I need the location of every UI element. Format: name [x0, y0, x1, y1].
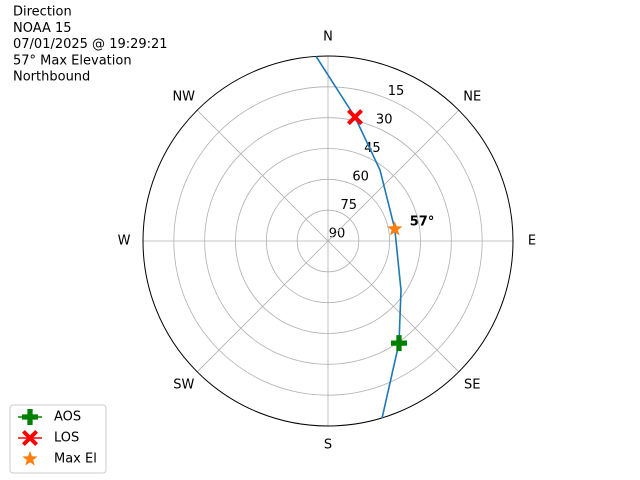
theta-tick-label: NW: [172, 89, 195, 104]
theta-tick-label: NE: [463, 89, 481, 104]
theta-tick-label: S: [324, 438, 332, 453]
legend-marker: [22, 430, 38, 446]
title-line: NOAA 15: [13, 21, 72, 36]
title-line: Northbound: [13, 70, 90, 85]
theta-tick-label: SW: [173, 378, 194, 393]
legend-marker: [22, 451, 38, 466]
legend-box: [9, 404, 107, 474]
annotation: 57°: [410, 214, 435, 229]
r-tick-label: 15: [388, 84, 405, 99]
r-tick-label: 75: [341, 198, 358, 213]
r-tick-label: 60: [352, 170, 369, 185]
r-tick-label: 30: [376, 113, 393, 128]
title-line: 57° Max Elevation: [13, 53, 132, 68]
grid-spoke: [196, 240, 329, 373]
theta-tick-label: E: [528, 234, 536, 249]
grid-spoke: [196, 109, 329, 242]
title-line: Direction: [13, 5, 72, 20]
legend-label: AOS: [54, 410, 81, 425]
theta-tick-label: N: [323, 30, 333, 45]
legend-label: LOS: [54, 431, 79, 446]
theta-tick-label: SE: [464, 378, 480, 393]
legend-marker: [22, 409, 38, 425]
marker: [390, 335, 407, 352]
marker: [387, 221, 403, 236]
r-tick-label: 90: [329, 227, 346, 242]
grid-spoke: [327, 109, 460, 242]
legend-label: Max El: [54, 452, 97, 467]
title-line: 07/01/2025 @ 19:29:21: [13, 37, 168, 52]
marker: [347, 109, 363, 126]
theta-tick-label: W: [118, 234, 131, 249]
grid-spoke: [327, 240, 460, 373]
polar-frame: [142, 55, 514, 427]
